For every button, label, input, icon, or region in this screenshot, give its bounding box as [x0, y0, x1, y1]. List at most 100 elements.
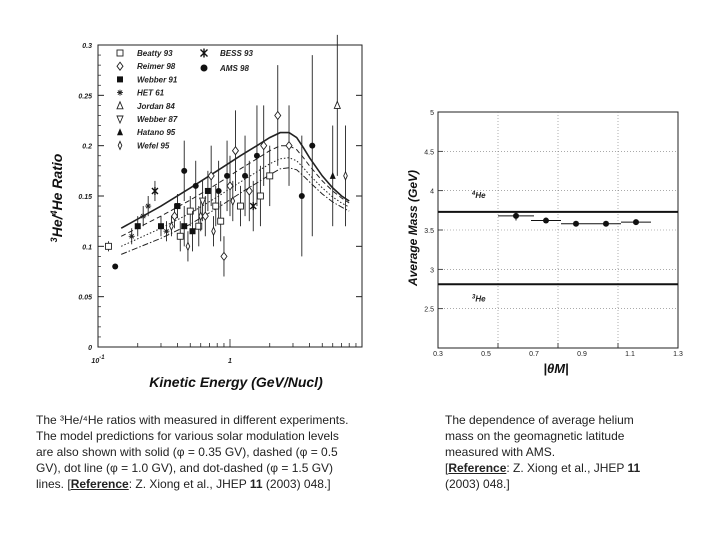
right-y-tick-label: 4	[430, 189, 434, 196]
left-volume: 11	[249, 477, 263, 491]
data-point-open-diamond	[245, 186, 253, 196]
data-point-open-square	[217, 217, 225, 225]
y-tick-label: 0.3	[82, 43, 92, 50]
left-caption-text: (2003) 048.]	[262, 477, 331, 491]
data-point-filled-circle	[112, 263, 119, 270]
legend-label: Wefel 95	[137, 141, 170, 150]
legend-label: Hatano 95	[137, 128, 176, 137]
data-point-open-square	[195, 222, 203, 230]
left-y-axis-label: 3He/4He Ratio	[49, 153, 65, 242]
legend-label: Webber 87	[137, 115, 178, 124]
legend-marker-open-square	[116, 49, 124, 57]
right-x-tick-label: 0.9	[577, 351, 587, 358]
data-point-open-diamond	[170, 211, 179, 221]
mass-point	[543, 217, 549, 224]
left-legend: Beatty 93 Reimer 98 Webber 91 HET 61 Jordan …	[116, 48, 253, 151]
data-point-filled-square	[134, 223, 141, 230]
data-point-open-diamond	[231, 145, 240, 156]
data-point-thin-diamond	[198, 211, 204, 222]
right-caption-line: mass on the geomagnetic latitude	[445, 429, 625, 443]
mass-point	[633, 219, 639, 226]
legend-label: Webber 91	[137, 75, 178, 84]
data-point-open-square	[176, 232, 184, 240]
right-grid	[438, 112, 678, 348]
reference-label-text: He	[475, 191, 486, 200]
model-curve-dotted	[120, 157, 350, 247]
right-x-axis-label: |θM|	[543, 361, 568, 376]
data-point-filled-circle	[309, 142, 316, 149]
right-y-axis-label: Average Mass (GeV)	[406, 170, 420, 287]
right-reference-word: Reference	[448, 461, 507, 475]
right-y-ticks: 2.5 3 3.5 4 4.5 5	[424, 110, 443, 314]
right-caption-text: [	[445, 461, 449, 475]
legend-label: HET 61	[137, 89, 165, 98]
data-point-filled-square	[189, 228, 196, 235]
data-point-open-square	[237, 202, 244, 210]
left-caption-text: : Z. Xiong et al., JHEP	[128, 477, 250, 491]
y-tick-label: 0.25	[78, 93, 92, 100]
right-caption: The dependence of average helium mass on…	[445, 412, 695, 492]
data-point-open-diamond	[260, 140, 268, 151]
y-label-sup-3: 3	[49, 237, 59, 242]
reference-label-text: He	[475, 294, 486, 303]
data-point-open-diamond	[274, 110, 282, 121]
x-tick-label: 1	[228, 358, 232, 365]
left-caption-line: are also shown with solid (φ = 0.35 GV),…	[36, 445, 338, 459]
y-label-sup-4: 4	[49, 210, 59, 216]
left-caption-line: The model predictions for various solar …	[36, 429, 339, 443]
data-point-star	[151, 186, 159, 195]
legend-marker-thin-diamond	[117, 140, 123, 151]
model-curve-dashed	[120, 145, 350, 237]
data-point-filled-square	[181, 223, 188, 230]
legend-label: BESS 93	[220, 49, 253, 58]
right-volume: 11	[627, 461, 641, 475]
data-point-filled-circle	[242, 172, 249, 179]
helium-ratio-chart: 0 0.05 0.1 0.15 0.2 0.25 0.3 10-1 1 Beatty 93 Re…	[49, 34, 363, 390]
left-caption-line: The ³He/⁴He ratios with measured in diff…	[36, 413, 349, 427]
reference-label-sup: 3	[472, 294, 476, 300]
legend-marker-filled-square	[117, 76, 123, 83]
right-caption-text: : Z. Xiong et al., JHEP	[506, 461, 628, 475]
figure-canvas: 0 0.05 0.1 0.15 0.2 0.25 0.3 10-1 1 Beatty 93 Re…	[49, 34, 683, 390]
mass-points	[498, 211, 651, 227]
right-caption-line: [Reference: Z. Xiong et al., JHEP 11	[445, 460, 695, 476]
legend-label: Beatty 93	[137, 49, 173, 58]
y-label-he-ratio: He Ratio	[49, 153, 65, 210]
right-x-tick-label: 0.7	[529, 351, 539, 358]
data-point-filled-circle	[224, 172, 231, 179]
reference-label: 4He	[471, 191, 486, 200]
data-points	[105, 34, 348, 277]
y-tick-label: 0	[88, 345, 92, 352]
legend-label: Jordan 84	[137, 102, 175, 111]
left-y-ticks: 0 0.05 0.1 0.15 0.2 0.25 0.3	[78, 43, 362, 352]
data-point-filled-square	[174, 203, 181, 210]
right-y-tick-label: 5	[430, 110, 434, 117]
legend-label: Reimer 98	[137, 62, 176, 71]
data-point-thin-diamond	[230, 195, 236, 207]
data-point-thin-diamond	[211, 226, 216, 237]
legend-marker-filled-circle	[200, 64, 208, 72]
left-x-ticks: 10-1 1	[91, 339, 357, 365]
data-point-down-tri	[198, 197, 207, 207]
data-point-open-diamond	[285, 140, 293, 151]
data-point-filled-circle	[215, 187, 222, 194]
data-point-open-square	[212, 202, 220, 210]
data-point-filled-square	[204, 187, 211, 194]
mass-point	[573, 220, 579, 227]
data-point-open-square	[266, 172, 274, 180]
data-point-thin-diamond	[343, 170, 348, 181]
right-y-tick-label: 3	[430, 267, 434, 274]
right-x-tick-label: 0.5	[481, 351, 491, 358]
data-point-thin-diamond	[169, 221, 174, 232]
y-tick-label: 0.05	[78, 295, 92, 302]
y-label-he-a: He/	[49, 213, 65, 237]
x-tick-exponent: -1	[99, 355, 105, 361]
right-caption-line: measured with AMS.	[445, 445, 556, 459]
data-point-asterisk	[163, 228, 170, 235]
mass-point	[603, 220, 609, 227]
model-curve-dash-dot	[121, 167, 350, 255]
data-point-asterisk	[128, 233, 135, 240]
legend-label: AMS 98	[219, 64, 249, 73]
data-point-asterisk	[140, 213, 147, 220]
